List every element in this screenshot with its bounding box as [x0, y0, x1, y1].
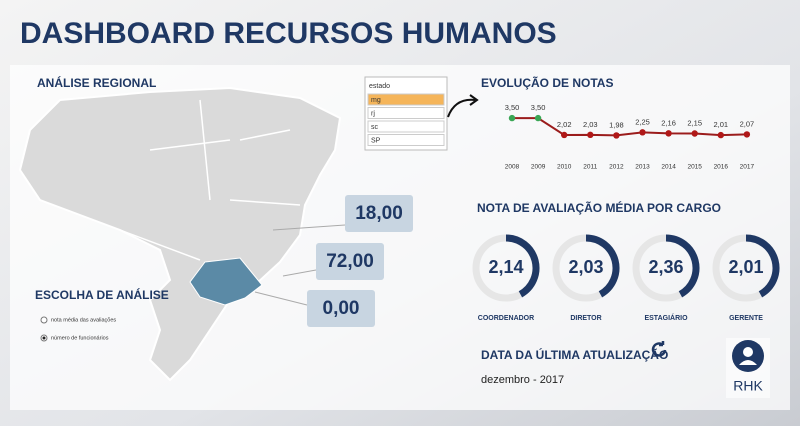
donut-label: GERENTE	[729, 315, 763, 322]
donut-label: DIRETOR	[570, 315, 601, 322]
filter-item-label: rj	[371, 110, 375, 117]
point	[743, 131, 751, 138]
data-label: 2,25	[635, 117, 650, 126]
data-label: 2,16	[661, 118, 676, 127]
filter-item[interactable]	[367, 134, 445, 146]
filter-title: estado	[369, 83, 390, 90]
donut-value: 2,03	[568, 257, 603, 277]
logo: RHK	[726, 338, 770, 398]
filter-item[interactable]	[367, 120, 445, 133]
x-tick-label: 2010	[557, 164, 572, 171]
donut-label: ESTAGIÁRIO	[644, 313, 688, 322]
point	[639, 129, 646, 136]
arrow	[447, 98, 476, 118]
arrow-head	[469, 94, 479, 106]
filter-item[interactable]	[367, 107, 445, 119]
section-title: ESCOLHA DE ANÁLISE	[35, 287, 169, 302]
x-tick-label: 2013	[635, 164, 650, 171]
line	[512, 117, 747, 137]
section-title: NOTA DE AVALIAÇÃO MÉDIA POR CARGO	[477, 200, 721, 215]
radio[interactable]	[40, 316, 48, 324]
donut-label: COORDENADOR	[478, 315, 534, 322]
data-label: 2,07	[740, 119, 755, 128]
logo-icon	[739, 360, 757, 365]
x-tick-label: 2015	[687, 164, 702, 171]
donut-value: 2,01	[728, 257, 763, 277]
data-label: 3,50	[505, 103, 520, 112]
map-border	[119, 99, 301, 261]
x-tick-label: 2016	[714, 164, 729, 171]
data-label: 2,15	[687, 118, 702, 127]
value-label: 0,00	[323, 298, 360, 319]
data-label: 3,50	[531, 103, 546, 112]
radio-label: número de funcionários	[51, 335, 109, 341]
section-title: DATA DA ÚLTIMA ATUALIZAÇÃO	[481, 347, 668, 362]
donut-value: 2,14	[488, 257, 523, 277]
logo-text: RHK	[733, 378, 763, 394]
donut-arc	[505, 234, 540, 298]
refresh-icon[interactable]	[651, 341, 667, 357]
radio-label: nota média das avaliações	[51, 317, 116, 323]
filter-item-label: mg	[371, 97, 381, 104]
map-region	[18, 86, 342, 382]
x-tick-label: 2008	[505, 164, 520, 171]
value-label: 18,00	[355, 203, 403, 224]
point	[665, 130, 672, 137]
value-box	[307, 290, 375, 327]
donut-arc	[585, 234, 620, 298]
point	[691, 130, 698, 137]
data-label: 1,98	[609, 120, 624, 129]
donut-value: 2,36	[648, 257, 683, 277]
point	[561, 131, 568, 139]
update-date: dezembro - 2017	[481, 374, 564, 386]
connector	[282, 269, 317, 277]
value-box	[316, 243, 384, 280]
x-tick-label: 2009	[531, 164, 546, 171]
donut-arc	[665, 234, 700, 298]
point	[534, 114, 542, 122]
radio-dot	[42, 336, 46, 340]
map-state-highlight	[189, 257, 263, 306]
connector	[254, 291, 308, 306]
filter-item-label: sc	[371, 124, 379, 131]
point	[508, 114, 516, 122]
filter-item[interactable]	[367, 93, 445, 106]
x-tick-label: 2017	[740, 164, 755, 171]
map	[18, 86, 346, 382]
data-label: 2,02	[557, 120, 572, 129]
value-label: 72,00	[326, 251, 374, 272]
section-title: ANÁLISE REGIONAL	[37, 75, 156, 90]
donut-arc	[745, 234, 780, 298]
point	[613, 132, 620, 139]
filter-item-label: SP	[371, 137, 381, 144]
x-tick-label: 2012	[609, 164, 624, 171]
x-tick-label: 2011	[583, 164, 597, 171]
value-box	[345, 195, 413, 232]
section-title: EVOLUÇÃO DE NOTAS	[481, 75, 613, 90]
point	[717, 131, 724, 139]
title: DASHBOARD RECURSOS HUMANOS	[20, 17, 557, 50]
x-tick-label: 2014	[661, 164, 676, 171]
connector	[272, 224, 346, 231]
data-label: 2,01	[713, 120, 728, 129]
point	[587, 131, 594, 139]
data-label: 2,03	[583, 120, 598, 129]
logo-icon	[743, 347, 753, 357]
